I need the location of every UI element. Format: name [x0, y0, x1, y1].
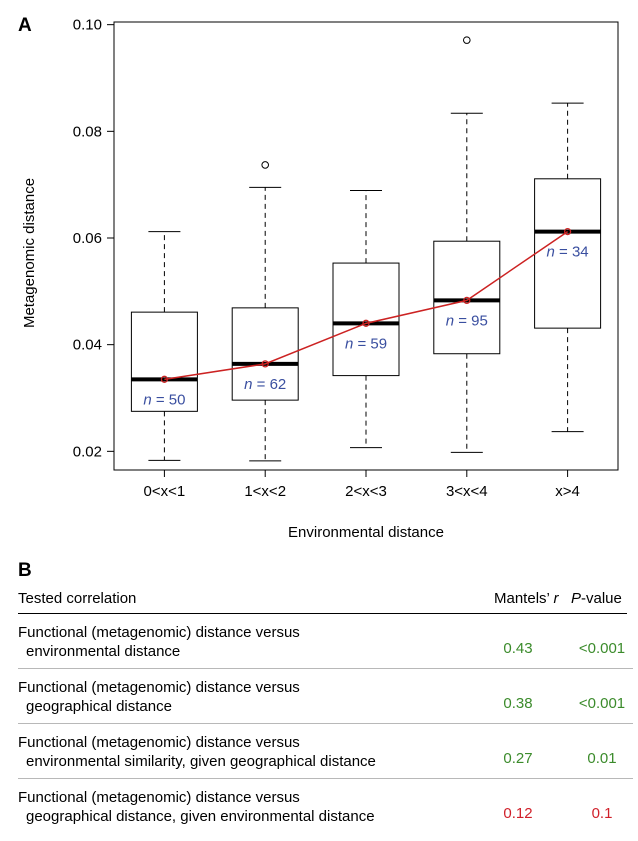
n-label: n = 95	[446, 312, 488, 329]
median-point	[362, 319, 370, 327]
row-description: Functional (metagenomic) distance versus…	[18, 733, 376, 771]
header-p-value: P-value	[571, 590, 622, 607]
row-mantel-r: 0.38	[503, 695, 533, 712]
row-description-line2: geographical distance	[26, 698, 172, 715]
row-description-line2: geographical distance, given environment…	[26, 808, 375, 825]
row-description-line1: Functional (metagenomic) distance versus	[18, 679, 300, 696]
y-tick-label: 0.02	[73, 443, 102, 460]
row-p-value: <0.001	[578, 640, 626, 657]
x-tick-label: 1<x<2	[244, 483, 286, 500]
n-label: n = 34	[547, 244, 589, 261]
row-mantel-r: 0.43	[503, 640, 533, 657]
row-description-line1: Functional (metagenomic) distance versus	[18, 624, 300, 641]
panel-b-letter: B	[18, 560, 32, 581]
outlier-point	[261, 161, 270, 169]
box-iqr	[534, 178, 602, 329]
median-point	[463, 296, 471, 305]
row-description-line1: Functional (metagenomic) distance versus	[18, 734, 300, 751]
table-row: Functional (metagenomic) distance versus…	[18, 779, 633, 833]
row-description-line1: Functional (metagenomic) distance versus	[18, 789, 300, 806]
row-description: Functional (metagenomic) distance versus…	[18, 788, 375, 826]
median-point	[261, 360, 269, 368]
x-tick-label: 2<x<3	[345, 483, 387, 500]
n-label: n = 50	[143, 391, 185, 408]
row-description: Functional (metagenomic) distance versus…	[18, 623, 300, 661]
row-p-value: 0.01	[587, 750, 617, 767]
table-row: Functional (metagenomic) distance versus…	[18, 669, 633, 724]
correlation-table-panel: B Tested correlation Mantels’ r P-value …	[18, 560, 633, 833]
x-tick-label: x>4	[555, 483, 580, 500]
median-trend-line	[164, 230, 569, 381]
table-header: Tested correlation Mantels’ r P-value	[18, 586, 633, 614]
median-point	[160, 375, 169, 383]
table-row: Functional (metagenomic) distance versus…	[18, 724, 633, 779]
y-tick-label: 0.08	[73, 123, 102, 140]
row-description: Functional (metagenomic) distance versus…	[18, 678, 300, 716]
panel-a-letter: A	[18, 15, 32, 36]
y-tick-label: 0.10	[73, 17, 102, 34]
n-label: n = 59	[345, 335, 387, 352]
row-description-line2: environmental distance	[26, 643, 181, 660]
y-tick-label: 0.04	[73, 337, 102, 354]
header-rule	[18, 613, 627, 614]
row-mantel-r: 0.12	[503, 805, 533, 822]
n-label: n = 62	[244, 376, 286, 393]
header-tested-correlation: Tested correlation	[18, 590, 137, 607]
row-description-line2: environmental similarity, given geograph…	[26, 753, 376, 770]
y-tick-label: 0.06	[73, 230, 102, 247]
row-p-value: 0.1	[591, 805, 613, 822]
header-mantels-r: Mantels’ r	[494, 590, 559, 607]
median-point	[563, 227, 572, 236]
row-p-value: <0.001	[578, 695, 626, 712]
table-row: Functional (metagenomic) distance versus…	[18, 614, 633, 669]
row-mantel-r: 0.27	[503, 750, 533, 767]
y-axis-label: Metagenomic distance	[21, 178, 38, 328]
x-axis-label: Environmental distance	[288, 524, 444, 541]
box-iqr	[130, 311, 198, 412]
outlier-point	[463, 36, 471, 44]
x-tick-label: 0<x<1	[144, 483, 186, 500]
box-iqr	[332, 262, 400, 377]
box-iqr	[231, 307, 299, 401]
x-tick-label: 3<x<4	[446, 483, 488, 500]
boxplot-chart: A 0.02 0.04 0.06 0.08 0.10 0<x<1 1<x<2 2<x<3 3<x…	[18, 15, 619, 541]
